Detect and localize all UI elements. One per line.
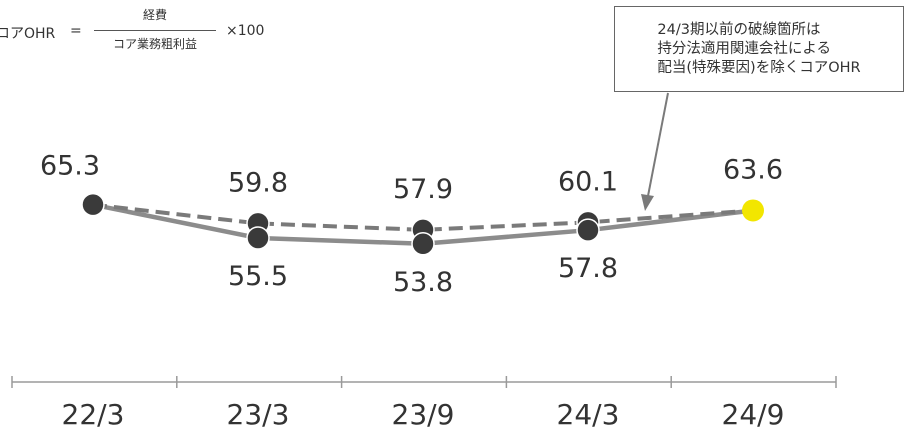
formula-equals: = bbox=[70, 23, 82, 39]
formula-denominator: コア業務粗利益 bbox=[112, 37, 197, 51]
note-arrow-head bbox=[641, 194, 654, 211]
data-label-solid: 57.8 bbox=[558, 253, 618, 284]
category-label: 23/3 bbox=[227, 398, 290, 430]
marker-highlight-24/9 bbox=[742, 199, 764, 222]
x-axis bbox=[11, 376, 837, 388]
series-markers bbox=[81, 192, 764, 256]
note-arrow bbox=[641, 92, 669, 211]
note-box: 24/3期以前の破線箇所は 持分法適用関連会社による 配当(特殊要因)を除くコア… bbox=[614, 6, 904, 92]
marker-solid-24/3 bbox=[576, 218, 600, 242]
ohr-formula: コアOHR = 経費 コア業務粗利益 ×100 bbox=[0, 6, 300, 56]
series-line-dashed bbox=[92, 202, 754, 232]
formula-lhs: コアOHR bbox=[0, 26, 56, 42]
note-line: 持分法適用関連会社による bbox=[657, 40, 831, 57]
data-labels: 65.3 59.8 57.9 60.1 63.6 55.5 53.8 57.8 bbox=[40, 151, 783, 298]
data-label-dashed: 57.9 bbox=[393, 174, 453, 205]
data-label-dashed: 59.8 bbox=[228, 167, 288, 198]
data-label-dashed: 63.6 bbox=[723, 154, 783, 185]
category-label: 24/3 bbox=[557, 398, 620, 430]
formula-multiplier: ×100 bbox=[226, 23, 265, 39]
formula-numerator: 経費 bbox=[142, 8, 167, 22]
formula-fraction-bar bbox=[94, 30, 216, 31]
marker-solid-23/9 bbox=[411, 232, 435, 256]
note-line: 配当(特殊要因)を除くコアOHR bbox=[657, 59, 861, 76]
marker-solid-23/3 bbox=[246, 226, 270, 250]
data-label-dashed: 65.3 bbox=[40, 151, 100, 182]
category-label: 23/9 bbox=[392, 398, 455, 430]
note-line: 24/3期以前の破線箇所は bbox=[657, 21, 821, 38]
category-label: 24/9 bbox=[722, 398, 785, 430]
data-label-solid: 55.5 bbox=[228, 261, 288, 292]
note-arrow-line bbox=[647, 92, 669, 197]
marker-solid-22/3 bbox=[81, 192, 105, 217]
data-label-dashed: 60.1 bbox=[558, 166, 618, 197]
category-labels: 22/3 23/3 23/9 24/3 24/9 bbox=[62, 398, 785, 430]
category-label: 22/3 bbox=[62, 398, 125, 430]
data-label-solid: 53.8 bbox=[393, 267, 453, 298]
